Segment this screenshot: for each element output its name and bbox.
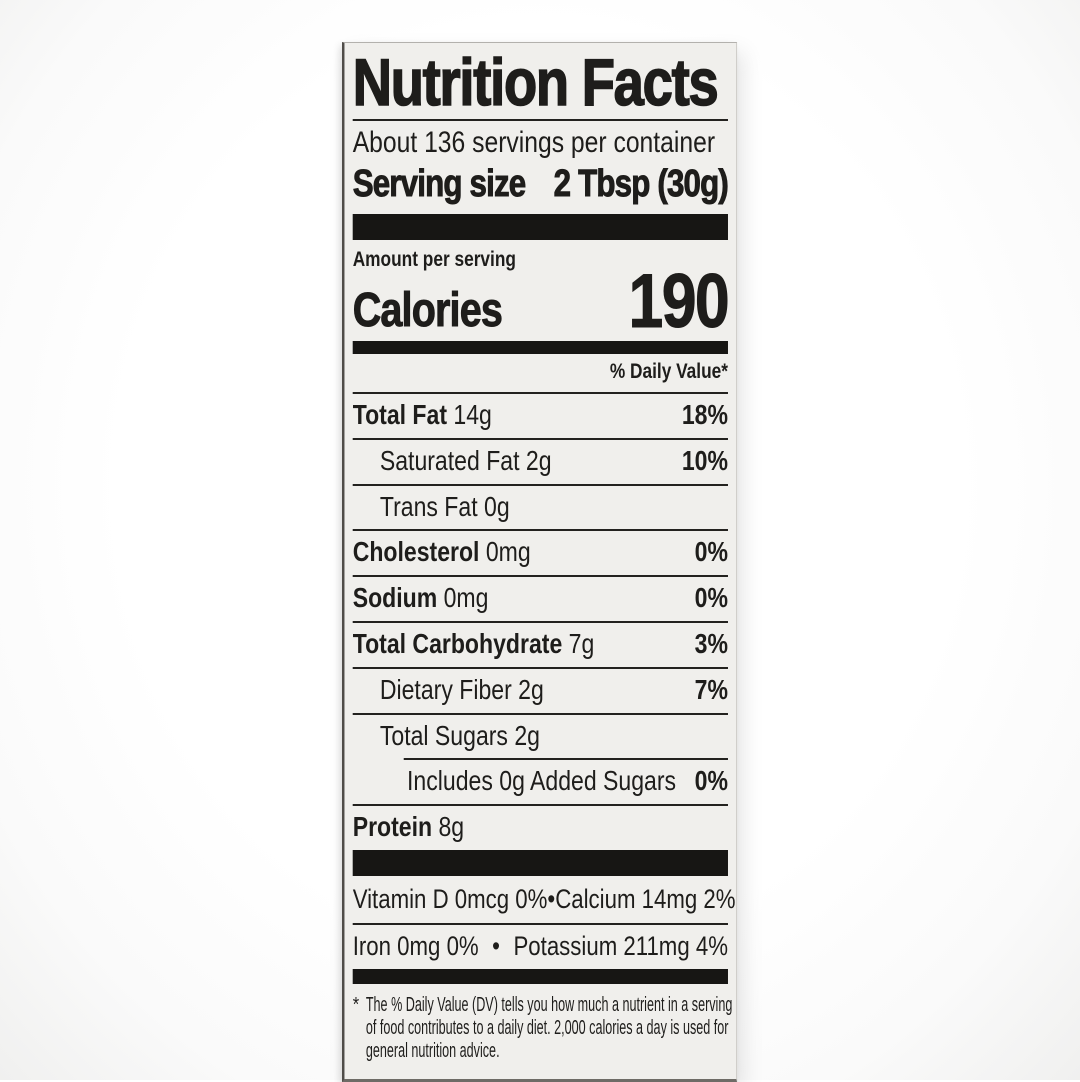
nutrient-row: Cholesterol 0mg 0% bbox=[352, 529, 728, 575]
nutrient-daily-value: 10% bbox=[681, 444, 728, 476]
nutrient-row-content: Sodium 0mg 0% bbox=[353, 577, 728, 621]
amount-per-serving: Amount per serving bbox=[352, 248, 516, 271]
nutrient-name-amount: Total Sugars 2g bbox=[379, 719, 540, 751]
row-divider bbox=[352, 804, 728, 807]
micronutrient-row: Vitamin D 0mcg 0% • Calcium 14mg 2% bbox=[352, 878, 736, 923]
footnote-text: The % Daily Value (DV) tells you how muc… bbox=[365, 994, 733, 1063]
nutrient-row: Total Carbohydrate 7g 3% bbox=[352, 621, 728, 667]
nutrient-row: Dietary Fiber 2g 7% bbox=[352, 666, 728, 713]
nutrient-name-amount: Total Fat 14g bbox=[352, 399, 492, 431]
serving-size-row: Serving size 2 Tbsp (30g) bbox=[352, 163, 729, 207]
nutrient-name-amount: Cholesterol 0mg bbox=[352, 536, 531, 568]
bullet-separator: • bbox=[492, 930, 500, 961]
nutrient-row-content: Includes 0g Added Sugars 0% bbox=[353, 760, 728, 804]
nutrient-row: Total Sugars 2g bbox=[352, 712, 728, 759]
row-divider bbox=[352, 621, 728, 624]
micronutrient-left: Vitamin D 0mcg 0% bbox=[352, 884, 548, 915]
nutrient-name-amount: Saturated Fat 2g bbox=[379, 444, 552, 476]
nutrient-row-content: Total Carbohydrate 7g 3% bbox=[353, 623, 728, 667]
nutrient-row: Saturated Fat 2g 10% bbox=[352, 437, 728, 484]
nutrient-row-content: Total Sugars 2g bbox=[353, 715, 728, 759]
nutrient-row: Total Fat 14g 18% bbox=[352, 392, 728, 438]
row-divider bbox=[352, 437, 728, 440]
section-bar-thick bbox=[352, 850, 728, 877]
row-divider bbox=[352, 483, 728, 486]
label-title: Nutrition Facts bbox=[352, 45, 719, 119]
nutrient-name-amount: Sodium 0mg bbox=[352, 582, 489, 614]
nutrient-name-amount: Dietary Fiber 2g bbox=[379, 673, 544, 705]
micronutrient-right: Calcium 14mg 2% bbox=[555, 884, 736, 915]
row-divider bbox=[352, 392, 728, 395]
row-divider bbox=[352, 666, 728, 669]
serving-size-label: Serving size bbox=[352, 163, 526, 206]
row-divider bbox=[352, 529, 728, 532]
section-bar-medium bbox=[352, 341, 728, 355]
micronutrient-right: Potassium 211mg 4% bbox=[513, 930, 728, 961]
nutrition-facts-label: Nutrition Facts About 136 servings per c… bbox=[342, 42, 738, 1082]
nutrient-daily-value: 0% bbox=[694, 765, 728, 797]
calories-label: Calories bbox=[352, 283, 503, 337]
nutrient-row-content: Dietary Fiber 2g 7% bbox=[353, 669, 728, 713]
footnote: * The % Daily Value (DV) tells you how m… bbox=[352, 994, 733, 1063]
nutrient-row: Trans Fat 0g bbox=[352, 483, 728, 530]
row-divider bbox=[352, 575, 728, 578]
micronutrient-left: Iron 0mg 0% bbox=[352, 930, 479, 961]
nutrient-name-amount: Protein 8g bbox=[352, 811, 465, 843]
nutrient-daily-value: 3% bbox=[694, 628, 728, 660]
nutrient-row-content: Total Fat 14g 18% bbox=[353, 394, 728, 438]
nutrient-table: Total Fat 14g 18% Saturated Fat 2g 10% Trans… bbox=[352, 392, 728, 850]
nutrient-row: Includes 0g Added Sugars 0% bbox=[353, 758, 728, 804]
daily-value-header: % Daily Value* bbox=[609, 360, 728, 384]
nutrient-row: Protein 8g bbox=[352, 804, 728, 850]
nutrient-row-content: Cholesterol 0mg 0% bbox=[353, 531, 728, 575]
row-divider bbox=[403, 758, 728, 761]
bullet-separator: • bbox=[547, 884, 556, 915]
nutrient-row-content: Trans Fat 0g bbox=[353, 486, 728, 530]
nutrient-name-amount: Includes 0g Added Sugars bbox=[407, 765, 677, 797]
section-bar-thick bbox=[352, 214, 728, 240]
divider-thin bbox=[352, 119, 728, 122]
nutrient-row: Sodium 0mg 0% bbox=[352, 575, 728, 621]
nutrient-daily-value: 0% bbox=[694, 582, 728, 614]
row-divider bbox=[352, 712, 728, 715]
footnote-marker: * bbox=[352, 994, 360, 1017]
serving-size-value: 2 Tbsp (30g) bbox=[553, 163, 729, 206]
nutrient-row-content: Protein 8g bbox=[353, 806, 728, 850]
nutrient-name-amount: Trans Fat 0g bbox=[379, 490, 510, 522]
servings-per-container: About 136 servings per container bbox=[352, 126, 716, 160]
nutrient-daily-value: 7% bbox=[694, 673, 728, 705]
section-bar-bottom bbox=[352, 969, 728, 985]
calories-row: Calories 190 bbox=[352, 258, 730, 344]
nutrient-daily-value: 18% bbox=[681, 399, 728, 431]
nutrient-row-content: Saturated Fat 2g 10% bbox=[353, 440, 728, 484]
micronutrient-row: Iron 0mg 0% • Potassium 211mg 4% bbox=[352, 922, 728, 970]
calories-value: 190 bbox=[628, 258, 730, 344]
nutrient-name-amount: Total Carbohydrate 7g bbox=[352, 628, 595, 660]
micronutrient-table: Vitamin D 0mcg 0% • Calcium 14mg 2% Iron 0m… bbox=[352, 878, 736, 970]
nutrient-daily-value: 0% bbox=[694, 536, 728, 568]
